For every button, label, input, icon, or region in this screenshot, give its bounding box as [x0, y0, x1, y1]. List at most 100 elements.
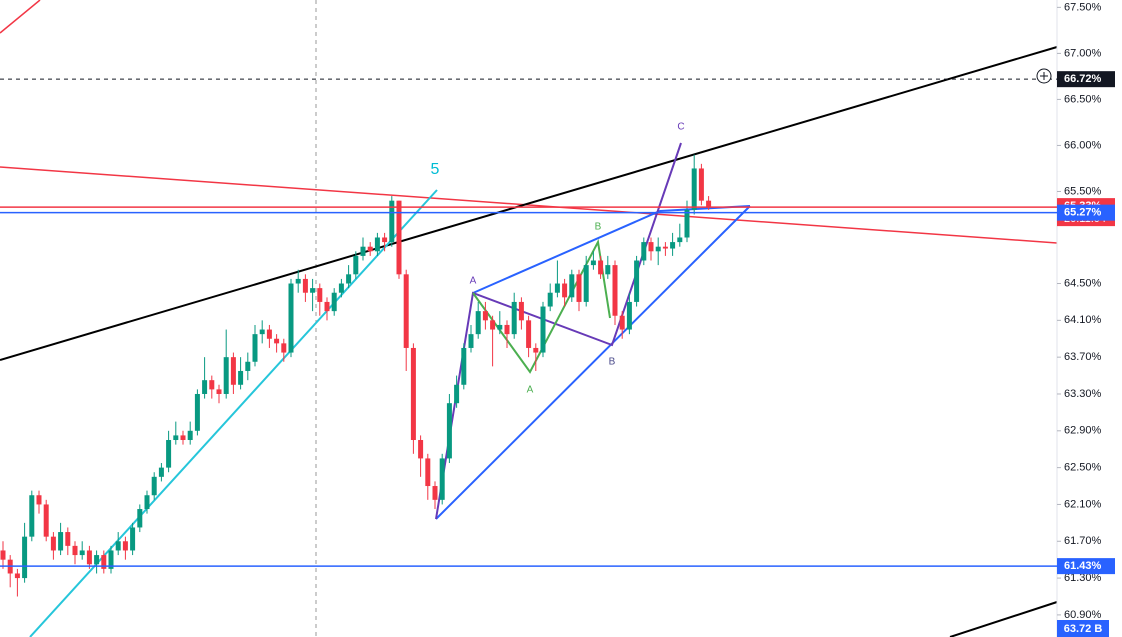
candle-body — [562, 283, 568, 298]
candle-body — [389, 200, 395, 243]
candle-body — [360, 246, 366, 256]
candle-body — [58, 532, 64, 551]
candle-body — [252, 334, 258, 362]
candle-body — [29, 495, 35, 537]
y-tick-label: 63.30% — [1064, 388, 1102, 400]
candle-body — [295, 278, 301, 284]
candle-body — [94, 555, 100, 565]
channel-line — [472, 205, 751, 294]
candle-body — [209, 380, 215, 390]
price-badge-label: 65.27% — [1064, 207, 1102, 219]
candle-body — [454, 384, 460, 404]
candle-body — [274, 338, 280, 344]
candle-body — [230, 357, 236, 385]
candle-body — [101, 555, 107, 569]
candle-body — [353, 255, 359, 275]
pattern-label: A — [527, 385, 534, 396]
candle-body — [122, 541, 128, 551]
candle-body — [151, 476, 157, 496]
price-badge-label: 61.43% — [1064, 560, 1102, 572]
candle-body — [50, 536, 56, 551]
candle-body — [14, 573, 20, 579]
candle-body — [72, 545, 78, 556]
candle-body — [670, 242, 676, 249]
candle-body — [22, 536, 28, 579]
price-badge-label: 66.72% — [1064, 73, 1102, 85]
candle-body — [382, 237, 388, 243]
candle-body — [194, 393, 200, 431]
candle-body — [216, 389, 222, 394]
y-tick-label: 66.00% — [1064, 139, 1102, 151]
candle-body — [0, 550, 6, 560]
candle-body — [288, 283, 294, 353]
candle-body — [446, 403, 452, 459]
y-tick-label: 64.10% — [1064, 314, 1102, 326]
y-tick-label: 60.90% — [1064, 609, 1102, 621]
candle-body — [187, 430, 193, 441]
y-tick-label: 62.50% — [1064, 462, 1102, 474]
candle-body — [547, 292, 553, 307]
candle-body — [266, 329, 272, 339]
candle-body — [684, 209, 690, 238]
candle-body — [130, 527, 136, 551]
volume-label: 63.72 B — [1064, 623, 1103, 635]
candle-body — [583, 265, 589, 302]
candle-body — [598, 260, 604, 275]
candle-body — [432, 486, 438, 500]
candle-body — [626, 301, 632, 330]
y-tick-label: 61.70% — [1064, 535, 1102, 547]
pattern-label: B — [609, 357, 616, 368]
candle-body — [36, 495, 42, 505]
channel-line — [435, 205, 751, 520]
candle-body — [259, 329, 265, 335]
candle-body — [619, 315, 625, 330]
candle-body — [482, 311, 488, 321]
candle-body — [605, 265, 611, 275]
candle-body — [540, 306, 546, 353]
candle-body — [648, 242, 654, 252]
candle-body — [338, 283, 344, 293]
y-tick-label: 63.70% — [1064, 351, 1102, 363]
candle-body — [144, 495, 150, 510]
trend-line — [0, 46, 1058, 361]
volume-badge — [1057, 620, 1109, 637]
candle-body — [173, 435, 179, 441]
candle-body — [425, 458, 431, 487]
candle-body — [108, 550, 114, 569]
candle-body — [698, 168, 704, 201]
pattern-label: C — [677, 122, 684, 133]
candle-body — [302, 278, 308, 293]
candle-body — [569, 274, 575, 298]
candle-body — [396, 200, 402, 275]
candle-body — [468, 334, 474, 348]
candle-body — [511, 301, 517, 335]
candle-body — [576, 274, 582, 302]
y-tick-label: 62.90% — [1064, 425, 1102, 437]
candle-body — [497, 324, 503, 330]
candle-body — [202, 380, 208, 394]
candle-body — [317, 288, 323, 302]
candle-body — [612, 265, 618, 316]
candle-body — [418, 440, 424, 459]
y-tick-label: 65.50% — [1064, 185, 1102, 197]
candle-body — [490, 320, 496, 330]
plus-icon — [1040, 72, 1048, 80]
candle-body — [79, 550, 85, 556]
y-tick-label: 66.50% — [1064, 93, 1102, 105]
pattern-line — [435, 142, 682, 520]
candle-body — [166, 440, 172, 468]
trend-line — [949, 601, 1058, 637]
pattern-label: A — [470, 276, 477, 287]
pattern-line — [472, 238, 611, 374]
candle-body — [655, 246, 661, 252]
candle-body — [86, 550, 92, 565]
y-tick-label: 61.30% — [1064, 572, 1102, 584]
candle-body — [691, 168, 697, 210]
candle-body — [374, 237, 380, 252]
trend-line — [0, 166, 1058, 244]
candle-body — [331, 292, 337, 312]
candle-body — [526, 320, 532, 348]
candle-body — [180, 435, 186, 441]
candle-body — [403, 274, 409, 348]
